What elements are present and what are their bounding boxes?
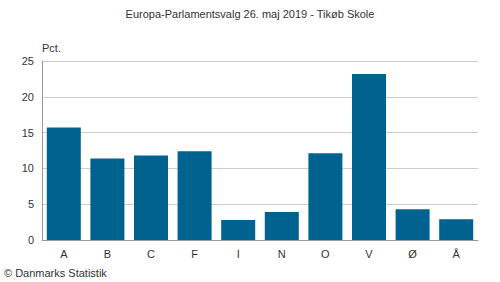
svg-text:O: O	[321, 248, 330, 260]
svg-text:Pct.: Pct.	[42, 42, 61, 54]
svg-text:Å: Å	[453, 248, 461, 260]
svg-text:0: 0	[28, 234, 34, 246]
svg-text:Ø: Ø	[408, 248, 417, 260]
svg-text:5: 5	[28, 198, 34, 210]
svg-text:I: I	[237, 248, 240, 260]
svg-text:© Danmarks Statistik: © Danmarks Statistik	[4, 267, 107, 279]
svg-text:B: B	[104, 248, 111, 260]
svg-text:15: 15	[22, 127, 34, 139]
svg-text:25: 25	[22, 55, 34, 67]
svg-text:C: C	[147, 248, 155, 260]
svg-text:10: 10	[22, 162, 34, 174]
svg-text:20: 20	[22, 91, 34, 103]
svg-text:Europa-Parlamentsvalg 26. maj: Europa-Parlamentsvalg 26. maj 2019 - Tik…	[126, 8, 375, 20]
svg-text:A: A	[60, 248, 68, 260]
svg-text:V: V	[365, 248, 373, 260]
svg-text:N: N	[278, 248, 286, 260]
svg-text:F: F	[191, 248, 198, 260]
